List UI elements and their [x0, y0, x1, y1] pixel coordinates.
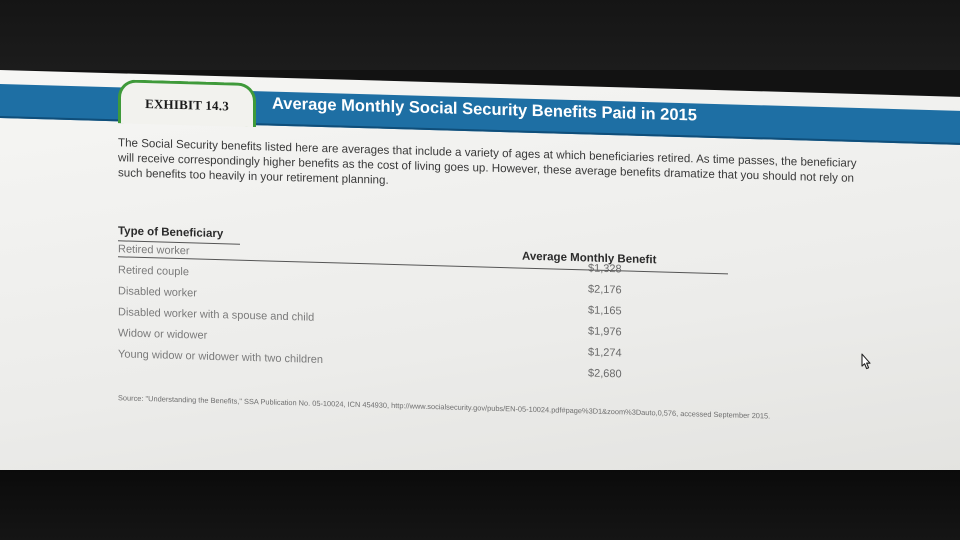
row-type: Retired worker	[118, 243, 190, 258]
header-type-of-beneficiary: Type of Beneficiary	[118, 225, 224, 241]
row-benefit: $1,274	[588, 346, 622, 360]
row-benefit: $2,176	[588, 283, 622, 297]
row-benefit: $2,680	[588, 367, 622, 381]
row-type: Disabled worker with a spouse and child	[118, 306, 315, 324]
row-benefit: $1,328	[588, 262, 622, 276]
document-page: EXHIBIT 14.3 Average Monthly Social Secu…	[0, 70, 960, 497]
intro-paragraph: The Social Security benefits listed here…	[118, 136, 857, 187]
row-type: Disabled worker	[118, 285, 197, 300]
monitor-bezel-bottom	[0, 470, 960, 540]
monitor-bezel-top	[0, 0, 960, 70]
row-type: Retired couple	[118, 264, 189, 279]
exhibit-tab: EXHIBIT 14.3	[118, 79, 256, 128]
row-benefit: $1,165	[588, 304, 622, 318]
row-type: Widow or widower	[118, 327, 208, 342]
row-type: Young widow or widower with two children	[118, 348, 324, 367]
pointer-cursor-icon	[856, 352, 876, 373]
row-benefit: $1,976	[588, 325, 622, 339]
benefits-table: Type of Beneficiary Average Monthly Bene…	[118, 225, 730, 412]
exhibit-label: EXHIBIT 14.3	[145, 95, 229, 113]
